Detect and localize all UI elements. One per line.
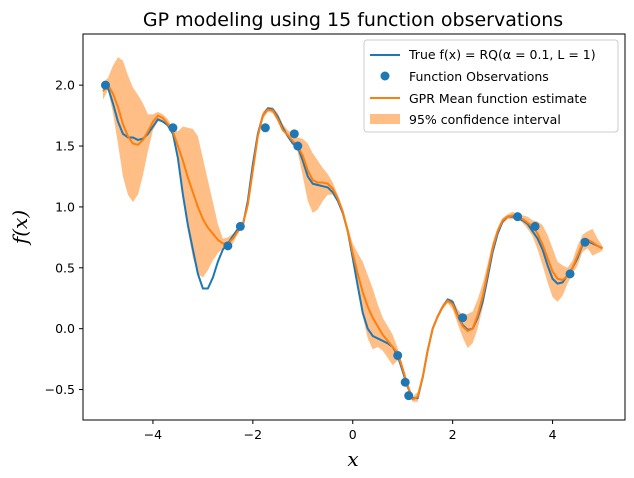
observation-point [393,350,403,360]
y-tick-label: 0.5 [55,260,75,275]
legend-label-observations: Function Observations [409,69,549,84]
legend: True f(x) = RQ(α = 0.1, L = 1) Function … [363,39,619,133]
observations-layer [100,80,590,401]
legend-swatch-observations [380,71,390,81]
observation-point [458,313,468,323]
x-axis-label: x [347,447,358,471]
x-tick-label: −4 [144,427,162,442]
observation-point [260,123,270,133]
x-axis-ticks: −4 −2 0 2 4 [144,420,557,442]
y-tick-label: −0.5 [45,382,75,397]
observation-point [100,80,110,90]
legend-label-ci: 95% confidence interval [409,112,561,127]
legend-swatch-ci [370,114,400,124]
observation-point [530,221,540,231]
observation-point [513,212,523,222]
observation-point [404,391,414,401]
observation-point [400,377,410,387]
y-tick-label: 1.0 [55,199,75,214]
plot-area [82,33,626,421]
x-tick-label: 4 [549,427,557,442]
observation-point [289,129,299,139]
observation-point [223,241,233,251]
observation-point [293,141,303,151]
legend-box [363,39,619,133]
x-tick-label: 0 [349,427,357,442]
observation-point [580,237,590,247]
y-tick-label: 2.0 [55,78,75,93]
y-tick-label: 0.0 [55,321,75,336]
observation-point [235,221,245,231]
legend-label-true: True f(x) = RQ(α = 0.1, L = 1) [408,47,596,62]
x-tick-label: −2 [244,427,262,442]
y-axis-label: f(x) [8,210,32,246]
observation-point [168,123,178,133]
chart-title: GP modeling using 15 function observatio… [143,9,563,31]
y-axis-ticks: −0.5 0.0 0.5 1.0 1.5 2.0 [45,78,83,397]
observation-point [565,269,575,279]
y-tick-label: 1.5 [55,139,75,154]
x-tick-label: 2 [449,427,457,442]
axes-frame [82,33,626,421]
legend-label-mean: GPR Mean function estimate [409,91,587,106]
